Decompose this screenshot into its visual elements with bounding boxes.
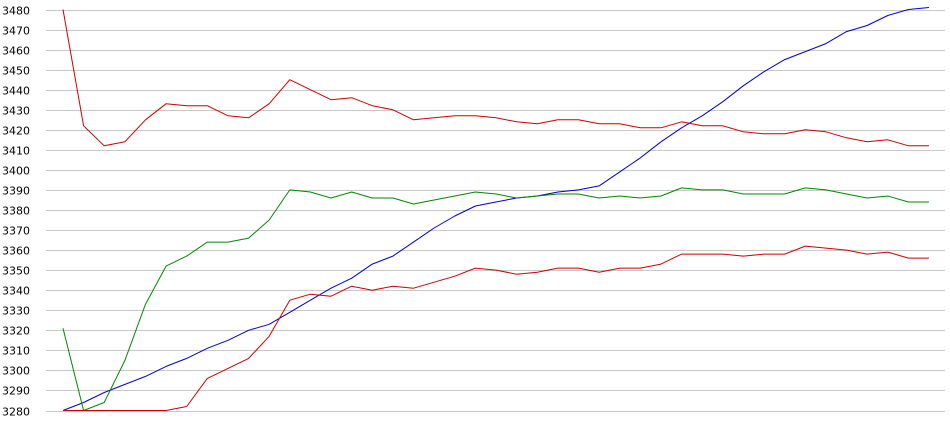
y-tick-label: 3370 xyxy=(2,225,30,238)
y-tick-label: 3280 xyxy=(2,406,30,419)
y-tick-label: 3380 xyxy=(2,205,30,218)
y-tick-label: 3420 xyxy=(2,125,30,138)
series-lines xyxy=(62,7,930,411)
y-tick-label: 3340 xyxy=(2,285,30,298)
y-tick-label: 3390 xyxy=(2,185,30,198)
y-tick-label: 3430 xyxy=(2,105,30,118)
y-tick-label: 3400 xyxy=(2,165,30,178)
grid xyxy=(46,10,945,412)
series-line-1 xyxy=(62,7,930,411)
y-tick-label: 3470 xyxy=(2,25,30,38)
y-tick-label: 3320 xyxy=(2,325,30,338)
y-tick-label: 3330 xyxy=(2,305,30,318)
y-tick-label: 3300 xyxy=(2,365,30,378)
y-tick-label: 3350 xyxy=(2,265,30,278)
y-tick-label: 3460 xyxy=(2,45,30,58)
y-tick-label: 3410 xyxy=(2,145,30,158)
y-axis-labels: 3280 3290 3300 3310 3320 3330 3340 3350 3360 3370… xyxy=(2,5,30,419)
y-tick-label: 3480 xyxy=(2,5,30,18)
series-line-4 xyxy=(63,245,929,411)
y-tick-label: 3310 xyxy=(2,345,30,358)
y-tick-label: 3450 xyxy=(2,65,30,78)
series-line-3 xyxy=(62,187,929,411)
y-tick-label: 3290 xyxy=(2,385,30,398)
y-tick-label: 3440 xyxy=(2,85,30,98)
y-tick-label: 3360 xyxy=(2,245,30,258)
series-line-2 xyxy=(62,9,929,147)
